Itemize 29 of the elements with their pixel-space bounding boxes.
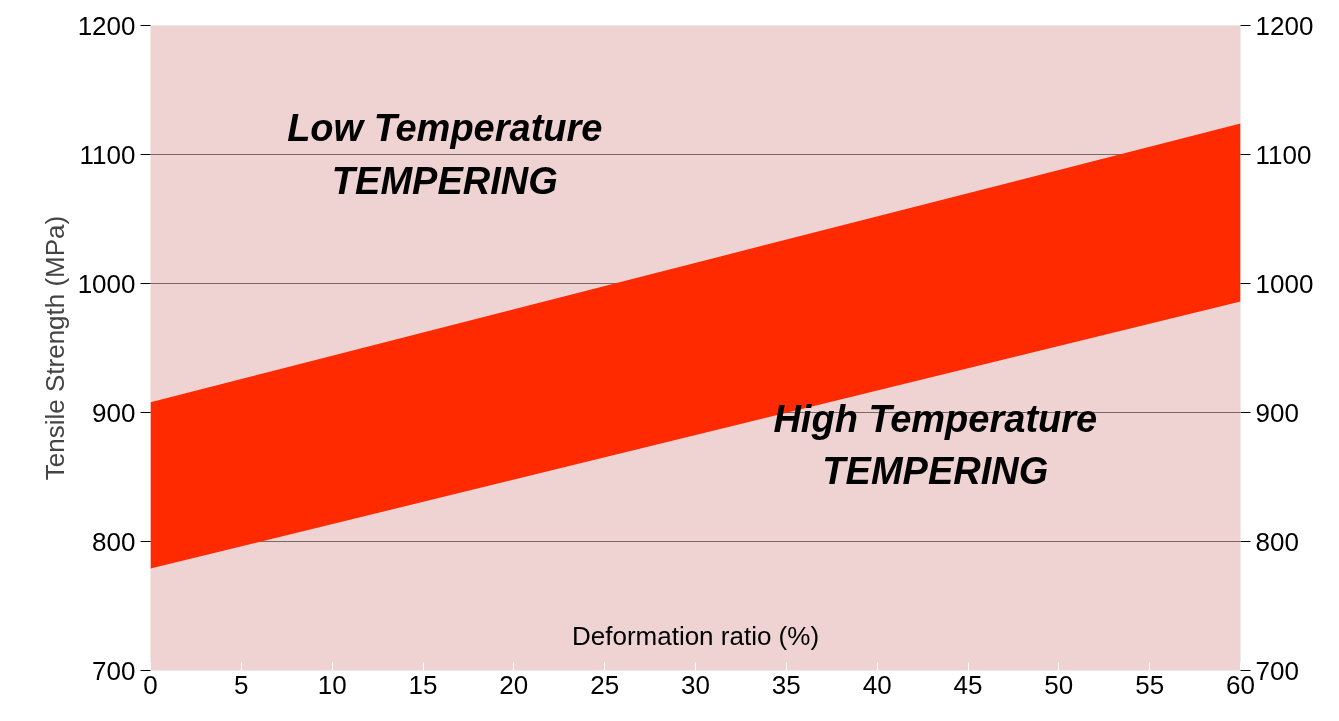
y2-tick-label: 1200 — [1255, 10, 1314, 41]
x-tick-label: 10 — [317, 669, 347, 700]
x-tick-label: 60 — [1226, 669, 1255, 700]
y-axis-title: Tensile Strength (MPa) — [39, 215, 70, 481]
x-tick-label: 40 — [862, 669, 892, 700]
x-tick-label: 5 — [234, 669, 249, 700]
y-tick-label: 1200 — [77, 10, 136, 41]
y2-tick-label: 900 — [1255, 397, 1299, 428]
x-tick-label: 35 — [771, 669, 801, 700]
x-tick-label: 30 — [681, 669, 710, 700]
x-tick-label: 55 — [1135, 669, 1165, 700]
y-tick-label: 800 — [92, 526, 136, 557]
y2-tick-label: 700 — [1255, 655, 1299, 686]
x-tick-label: 20 — [499, 669, 529, 700]
annotation: High Temperature TEMPERING — [773, 397, 1098, 492]
annotation: Low Temperature TEMPERING — [287, 107, 603, 202]
x-tick-label: 15 — [408, 669, 438, 700]
x-axis-title: Deformation ratio (%) — [571, 620, 820, 651]
x-tick-label: 45 — [953, 669, 983, 700]
y2-tick-label: 1000 — [1255, 268, 1314, 299]
y2-tick-label: 800 — [1255, 526, 1299, 557]
x-tick-label: 0 — [143, 669, 158, 700]
y-tick-label: 1000 — [77, 268, 136, 299]
y-tick-label: 1100 — [79, 139, 136, 170]
x-tick-label: 25 — [590, 669, 620, 700]
y-tick-label: 900 — [92, 397, 136, 428]
y-tick-label: 700 — [92, 655, 136, 686]
x-tick-label: 50 — [1044, 669, 1074, 700]
y2-tick-label: 1100 — [1255, 139, 1312, 170]
